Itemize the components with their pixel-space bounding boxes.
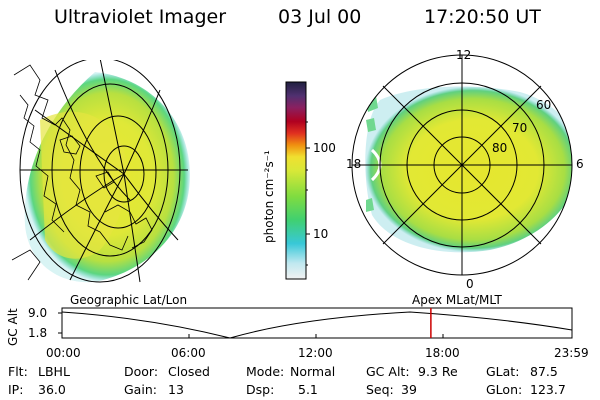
observation-date: 03 Jul 00 [278, 6, 362, 28]
geographic-image [11, 60, 191, 283]
glon-label: GLon: [486, 382, 523, 397]
door-label: Door: [124, 364, 159, 379]
glat-value: 87.5 [530, 364, 558, 379]
time-tick-0000: 00:00 [46, 346, 81, 360]
gain-value: 13 [168, 382, 184, 397]
ip-value: 36.0 [38, 382, 66, 397]
altitude-axis-label: GC Alt [6, 308, 20, 346]
time-tick-2359: 23:59 [554, 346, 589, 360]
dsp-label: Dsp: [246, 382, 275, 397]
colorbar-ticks [306, 121, 310, 266]
gc-alt-value: 9.3 Re [418, 364, 458, 379]
mlat-label-80: 80 [492, 141, 508, 155]
altitude-plot [58, 307, 573, 339]
ip-label: IP: [8, 382, 24, 397]
colorbar-unit-label: photon cm⁻²s⁻¹ [262, 150, 276, 243]
mlt-label-0: 0 [466, 277, 474, 291]
mode-value: Normal [290, 364, 336, 379]
altitude-tick-9: 9.0 [28, 306, 48, 320]
glat-label: GLat: [486, 364, 520, 379]
time-tick-0600: 06:00 [171, 346, 206, 360]
polar-plot [351, 54, 573, 276]
door-value: Closed [168, 364, 210, 379]
mlt-label-12: 12 [456, 48, 472, 62]
observation-time: 17:20:50 UT [424, 6, 541, 28]
seq-value: 39 [401, 382, 417, 397]
geographic-caption: Geographic Lat/Lon [70, 293, 188, 307]
gain-label: Gain: [124, 382, 157, 397]
glon-value: 123.7 [530, 382, 566, 397]
time-tick-1800: 18:00 [425, 346, 460, 360]
gc-alt-label: GC Alt: [366, 364, 410, 379]
mlat-label-70: 70 [512, 121, 528, 135]
time-tick-1200: 12:00 [298, 346, 333, 360]
filter-label: Flt: [8, 364, 28, 379]
mlt-label-6: 6 [576, 157, 584, 171]
seq-label: Seq: [366, 382, 394, 397]
altitude-tick-1-8: 1.8 [28, 326, 48, 340]
mode-label: Mode: [246, 364, 285, 379]
mlt-label-18: 18 [346, 157, 362, 171]
filter-value: LBHL [38, 364, 70, 379]
mlat-label-60: 60 [536, 98, 552, 112]
dsp-value: 5.1 [298, 382, 318, 397]
colorbar [285, 81, 307, 280]
colorbar-tick-10: 10 [313, 227, 329, 241]
instrument-title: Ultraviolet Imager [54, 6, 227, 28]
colorbar-tick-100: 100 [313, 141, 336, 155]
apex-caption: Apex MLat/MLT [412, 293, 502, 307]
